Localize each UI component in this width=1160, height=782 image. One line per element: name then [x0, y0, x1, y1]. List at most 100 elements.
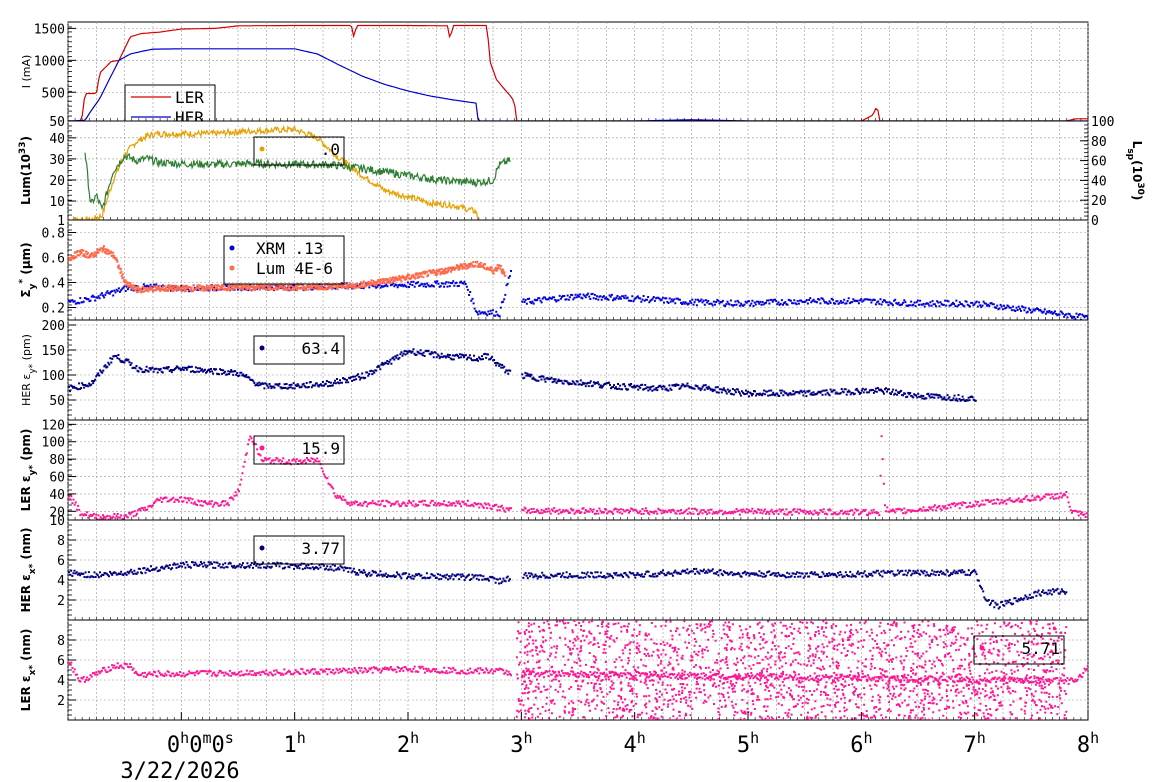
legend-box [223, 235, 345, 285]
legend-marker [229, 265, 235, 271]
y-tick-label: 1500 [34, 22, 65, 37]
y-tick-label: 60 [49, 471, 65, 486]
series-layer [68, 561, 1068, 610]
y-tick-label: 8 [57, 534, 65, 549]
y2-tick-label: 80 [1091, 135, 1107, 150]
series-layer [68, 348, 977, 402]
y2-tick-label: 40 [1091, 174, 1107, 189]
legend-her_ex: 3.77 [253, 535, 345, 565]
series-line-LER [68, 24, 1088, 121]
legend-marker [259, 146, 265, 152]
y-axis-label: Σy* (μm) [18, 242, 38, 297]
y-tick-label: 0.8 [42, 227, 65, 242]
y2-tick-label: 60 [1091, 155, 1107, 170]
x-tick-label: 6h [850, 729, 872, 758]
series-layer [68, 24, 1088, 121]
y-tick-label: 30 [49, 153, 65, 168]
legend-entry: 3.77 [301, 539, 340, 558]
legend-entry: 5.71 [1021, 639, 1060, 658]
legend-ler_ex: 5.71 [973, 635, 1065, 665]
y-axis-label: I (mA) [20, 55, 33, 89]
y-tick-label: 6 [57, 654, 65, 669]
y2-tick-label: 0 [1091, 214, 1099, 229]
panel-her_ey: 50 100 150 200 HER εy* (pm) 63.4 [20, 319, 1089, 421]
y-tick-label: 0.2 [42, 302, 65, 317]
legend-entry: .0 [321, 140, 340, 159]
y-axis-label: LER εx* (nm) [19, 629, 38, 712]
y-axis-label: Lum(1033) [18, 136, 33, 205]
x-tick-label: 8h [1077, 729, 1099, 758]
y-tick-label: 20 [49, 174, 65, 189]
legend-ler_ey: 15.9 [253, 435, 345, 465]
x-tick-label: 5h [737, 729, 759, 758]
y-tick-label: 2 [57, 594, 65, 609]
y-tick-label: 8 [57, 634, 65, 649]
legend-box [253, 136, 345, 166]
y-tick-label: 500 [42, 86, 65, 101]
series-line-HER [68, 48, 1088, 121]
y-tick-label: 20 [49, 505, 65, 520]
y2-axis-label: Lsp(1030) [1125, 141, 1145, 201]
legend-luminosity: .0 [253, 136, 345, 166]
y-tick-label: 4 [57, 574, 65, 589]
y-tick-label: 10 [49, 514, 65, 529]
series-points-HER ex [68, 561, 1068, 610]
legend-marker [259, 345, 265, 351]
y-tick-label: 120 [42, 418, 65, 433]
y-axis-label: HER εx* (nm) [19, 527, 38, 612]
series-layer [68, 245, 1088, 320]
y-tick-label: 40 [49, 488, 65, 503]
x-axis: 0h0m0s 1h 2h 3h 4h 5h 6h 7h 8h 3/22/2026 [120, 712, 1099, 782]
y-tick-label: 4 [57, 674, 65, 689]
legend-entry: LER [175, 88, 204, 107]
legend-box [253, 435, 345, 465]
series-layer [68, 620, 1088, 720]
legend-entry: Lum 4E-6 [256, 259, 333, 278]
y2-tick-label: 20 [1091, 194, 1107, 209]
y-tick-label: 2 [57, 694, 65, 709]
y-tick-label: 80 [49, 453, 65, 468]
x-tick-label: 4h [624, 729, 646, 758]
legend-marker [229, 245, 235, 251]
series-line-lum [68, 124, 479, 220]
y-tick-label: 1000 [34, 54, 65, 69]
y-tick-label: 40 [49, 132, 65, 147]
y-axis-label: LER εy* (pm) [19, 429, 38, 512]
series-points-XRM [68, 270, 1088, 320]
legend-marker [259, 445, 265, 451]
series-points-LER ex [68, 661, 1088, 685]
x-tick-label: 1h [284, 729, 306, 758]
legend-box [253, 535, 345, 565]
legend-box [253, 335, 345, 365]
series-scatter-LER ex [515, 620, 1068, 720]
legend-marker [259, 545, 265, 551]
series-points-HER ey [68, 348, 977, 402]
series-layer [68, 124, 511, 220]
legend-entry: 15.9 [301, 439, 340, 458]
y-tick-label: 10 [49, 195, 65, 210]
legend-entry: XRM .13 [256, 239, 323, 258]
y-tick-label: 100 [42, 436, 65, 451]
y-tick-label: 1 [57, 214, 65, 229]
panel-her_ex: 2 4 6 8 HER εx* (nm) 3.77 [19, 519, 1089, 621]
panel-luminosity: 1 10 20 30 40 Lum(1033) 0 20 40 60 80 100 Lsp(1030).… [18, 115, 1145, 229]
y-axis-label: HER εy* (pm) [20, 334, 38, 406]
x-tick-label: 3h [510, 729, 532, 758]
x-tick-label: 0h0m0s [167, 729, 234, 758]
y-tick-label: 6 [57, 554, 65, 569]
x-tick-label: 2h [397, 729, 419, 758]
y-tick-label: 200 [42, 319, 65, 334]
x-axis-date: 3/22/2026 [120, 759, 239, 782]
y-tick-label: 50 [49, 394, 65, 409]
series-line-specific [84, 152, 511, 211]
y-tick-label: 50 [49, 115, 65, 130]
y-tick-label: 150 [42, 344, 65, 359]
legend-marker [979, 645, 985, 651]
y2-tick-label: 100 [1091, 115, 1114, 130]
panel-ler_ex: 2 4 6 8 LER εx* (nm) 5.71 [19, 619, 1089, 721]
